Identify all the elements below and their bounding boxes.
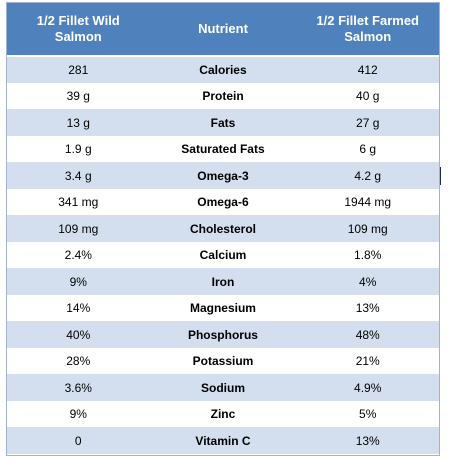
table-row: 3.4 g Omega-3 4.2 g	[7, 162, 439, 190]
table-header: 1/2 Fillet Wild Salmon Nutrient 1/2 Fill…	[7, 3, 439, 57]
farmed-salmon-value: 13%	[296, 295, 439, 322]
nutrient-name: Calories	[149, 56, 297, 84]
wild-salmon-value: 3.6%	[7, 374, 150, 402]
wild-salmon-value: 13 g	[7, 109, 150, 137]
wild-salmon-value: 1.9 g	[7, 136, 150, 163]
wild-salmon-value: 28%	[7, 348, 150, 375]
wild-salmon-value: 39 g	[7, 83, 150, 110]
nutrient-name: Cholesterol	[149, 215, 297, 243]
farmed-salmon-value: 21%	[296, 348, 439, 375]
nutrient-name: Saturated Fats	[149, 136, 297, 163]
farmed-salmon-value: 48%	[296, 321, 439, 349]
table-row: 0 Vitamin C 13%	[7, 427, 439, 455]
table-row: 1.9 g Saturated Fats 6 g	[7, 136, 439, 163]
table-row: 9% Iron 4%	[7, 268, 439, 296]
wild-salmon-value: 2.4%	[7, 242, 150, 269]
table-body: 281 Calories 412 39 g Protein 40 g 13 g Fats 27 …	[7, 56, 439, 455]
nutrition-comparison-table: 1/2 Fillet Wild Salmon Nutrient 1/2 Fill…	[6, 2, 440, 456]
wild-salmon-value: 281	[7, 56, 150, 84]
farmed-salmon-value: 1.8%	[296, 242, 439, 269]
table-row: 109 mg Cholesterol 109 mg	[7, 215, 439, 243]
table-row: 281 Calories 412	[7, 56, 439, 84]
nutrient-name: Sodium	[149, 374, 297, 402]
nutrient-name: Zinc	[149, 401, 297, 428]
farmed-salmon-value: 27 g	[296, 109, 439, 137]
nutrient-name: Protein	[149, 83, 297, 110]
nutrient-name: Phosphorus	[149, 321, 297, 349]
nutrient-name: Omega-6	[149, 189, 297, 216]
nutrient-name: Omega-3	[149, 162, 297, 190]
wild-salmon-value: 9%	[7, 401, 150, 428]
farmed-salmon-value: 4.2 g	[296, 162, 439, 190]
farmed-salmon-value: 109 mg	[296, 215, 439, 243]
nutrient-name: Fats	[149, 109, 297, 137]
wild-salmon-value: 40%	[7, 321, 150, 349]
header-row: 1/2 Fillet Wild Salmon Nutrient 1/2 Fill…	[7, 3, 439, 57]
table-row: 40% Phosphorus 48%	[7, 321, 439, 349]
farmed-salmon-value: 13%	[296, 427, 439, 455]
wild-salmon-value: 3.4 g	[7, 162, 150, 190]
table-row: 39 g Protein 40 g	[7, 83, 439, 110]
table-row: 341 mg Omega-6 1944 mg	[7, 189, 439, 216]
nutrient-name: Calcium	[149, 242, 297, 269]
wild-salmon-value: 14%	[7, 295, 150, 322]
table-row: 13 g Fats 27 g	[7, 109, 439, 137]
farmed-salmon-value: 40 g	[296, 83, 439, 110]
farmed-salmon-value: 4%	[296, 268, 439, 296]
table-row: 9% Zinc 5%	[7, 401, 439, 428]
nutrient-name: Magnesium	[149, 295, 297, 322]
farmed-salmon-value: 6 g	[296, 136, 439, 163]
wild-salmon-value: 9%	[7, 268, 150, 296]
comparison-table: 1/2 Fillet Wild Salmon Nutrient 1/2 Fill…	[7, 3, 439, 455]
header-nutrient: Nutrient	[149, 3, 297, 57]
wild-salmon-value: 0	[7, 427, 150, 455]
farmed-salmon-value: 5%	[296, 401, 439, 428]
table-row: 3.6% Sodium 4.9%	[7, 374, 439, 402]
table-row: 28% Potassium 21%	[7, 348, 439, 375]
table-row: 14% Magnesium 13%	[7, 295, 439, 322]
header-wild-salmon: 1/2 Fillet Wild Salmon	[7, 3, 150, 57]
edge-marker	[440, 167, 441, 185]
farmed-salmon-value: 1944 mg	[296, 189, 439, 216]
wild-salmon-value: 341 mg	[7, 189, 150, 216]
farmed-salmon-value: 412	[296, 56, 439, 84]
nutrient-name: Vitamin C	[149, 427, 297, 455]
nutrient-name: Potassium	[149, 348, 297, 375]
wild-salmon-value: 109 mg	[7, 215, 150, 243]
farmed-salmon-value: 4.9%	[296, 374, 439, 402]
nutrient-name: Iron	[149, 268, 297, 296]
table-row: 2.4% Calcium 1.8%	[7, 242, 439, 269]
header-farmed-salmon: 1/2 Fillet Farmed Salmon	[296, 3, 439, 57]
